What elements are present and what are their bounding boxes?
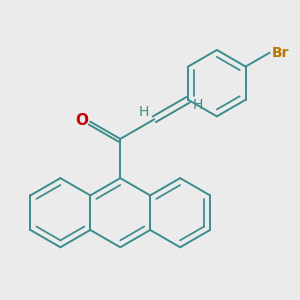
Text: H: H	[139, 105, 149, 119]
Text: Br: Br	[272, 46, 290, 60]
Text: O: O	[75, 113, 88, 128]
Text: H: H	[193, 98, 203, 112]
